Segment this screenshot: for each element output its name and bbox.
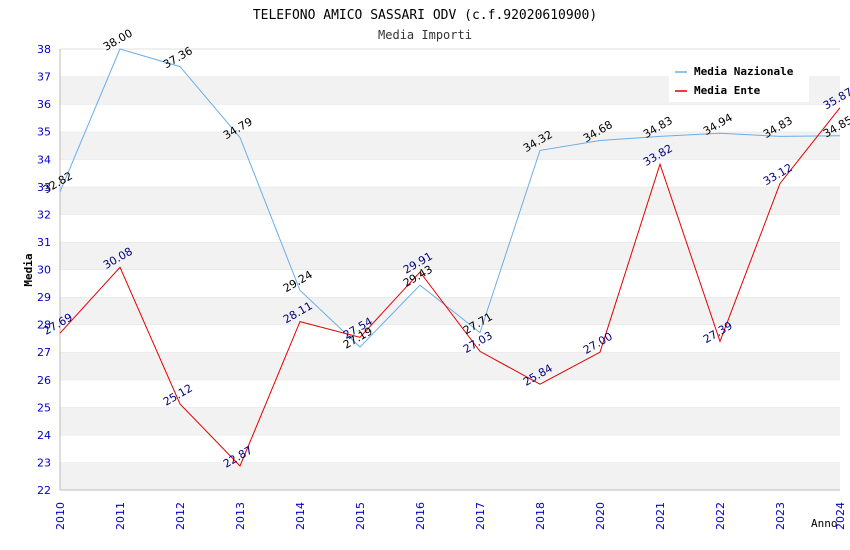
x-tick-label: 2014 bbox=[294, 502, 307, 530]
grid-band bbox=[60, 159, 840, 187]
grid-band bbox=[60, 324, 840, 353]
y-tick-label: 22 bbox=[37, 484, 51, 497]
series-line-ente bbox=[59, 107, 841, 467]
y-tick-label: 31 bbox=[37, 236, 51, 249]
grid-band bbox=[60, 352, 840, 380]
y-tick-label: 24 bbox=[37, 429, 51, 442]
y-tick-label: 27 bbox=[37, 346, 51, 359]
x-tick-label: 2016 bbox=[414, 502, 427, 530]
grid-band bbox=[60, 104, 840, 132]
x-tick-label: 2017 bbox=[474, 502, 487, 530]
y-tick-label: 28 bbox=[37, 319, 51, 332]
y-tick-label: 35 bbox=[37, 126, 51, 139]
x-tick-label: 2018 bbox=[534, 502, 547, 530]
series-line-nazionale bbox=[59, 48, 841, 348]
y-tick-label: 38 bbox=[37, 43, 51, 56]
x-axis-ticks: 2010 2011 2012 2013 2014 2015 2016 2017 2018 2020… bbox=[54, 502, 847, 530]
grid-band bbox=[60, 462, 840, 490]
chart-title: TELEFONO AMICO SASSARI ODV (c.f.92020610… bbox=[253, 8, 597, 23]
x-tick-label: 2024 bbox=[834, 502, 847, 530]
x-tick-label: 2010 bbox=[54, 502, 67, 530]
grid-band bbox=[60, 379, 840, 408]
x-tick-label: 2021 bbox=[654, 502, 667, 530]
y-tick-label: 29 bbox=[37, 291, 51, 304]
legend-label-nazionale: Media Nazionale bbox=[694, 65, 794, 78]
x-tick-label: 2011 bbox=[114, 502, 127, 530]
chart-subtitle: Media Importi bbox=[378, 28, 472, 42]
legend-label-ente: Media Ente bbox=[694, 84, 761, 97]
x-tick-label: 2022 bbox=[714, 502, 727, 530]
y-tick-label: 34 bbox=[37, 153, 51, 166]
y-tick-label: 25 bbox=[37, 401, 51, 414]
x-tick-label: 2013 bbox=[234, 502, 247, 530]
grid-band bbox=[60, 214, 840, 242]
y-tick-label: 30 bbox=[37, 264, 51, 277]
x-tick-label: 2023 bbox=[774, 502, 787, 530]
y-tick-label: 33 bbox=[37, 181, 51, 194]
series-lines bbox=[59, 48, 841, 467]
y-axis-label: Media bbox=[22, 253, 35, 286]
x-tick-label: 2020 bbox=[594, 502, 607, 530]
y-axis-ticks: 22 23 24 25 26 27 28 29 30 31 32 33 34 35 36 37 38 bbox=[37, 43, 51, 497]
legend: Media Nazionale Media Ente bbox=[669, 60, 809, 102]
x-tick-label: 2012 bbox=[174, 502, 187, 530]
x-axis-label: Anno bbox=[811, 517, 838, 530]
y-tick-label: 32 bbox=[37, 208, 51, 221]
grid-band bbox=[60, 297, 840, 325]
y-tick-label: 26 bbox=[37, 374, 51, 387]
grid-band bbox=[60, 434, 840, 463]
y-tick-label: 36 bbox=[37, 98, 51, 111]
x-tick-label: 2015 bbox=[354, 502, 367, 530]
grid-band bbox=[60, 269, 840, 298]
grid-band bbox=[60, 186, 840, 215]
grid-band bbox=[60, 241, 840, 270]
y-tick-label: 23 bbox=[37, 456, 51, 469]
grid-band bbox=[60, 131, 840, 160]
grid-bands bbox=[60, 48, 840, 490]
y-tick-label: 37 bbox=[37, 71, 51, 84]
grid-band bbox=[60, 407, 840, 435]
legend-box bbox=[669, 60, 809, 102]
